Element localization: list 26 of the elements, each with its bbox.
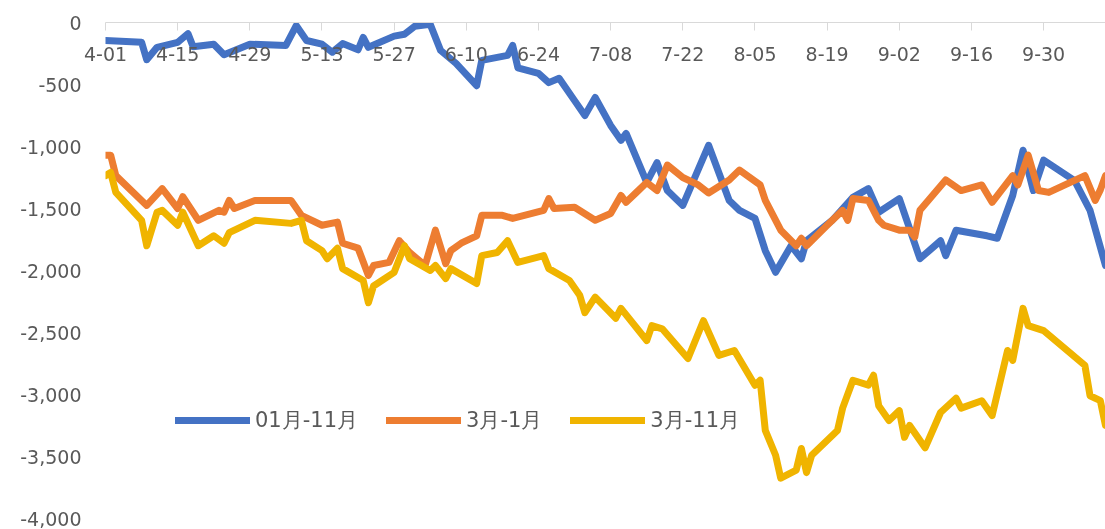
- x-tick-label: 9-30: [1022, 42, 1066, 65]
- x-tick-label: 8-19: [805, 42, 849, 65]
- legend-label: 3月-11月: [650, 407, 741, 434]
- legend-label: 3月-1月: [466, 407, 543, 434]
- y-tick-label: -2,500: [20, 321, 82, 344]
- x-tick-label: 7-08: [589, 42, 633, 65]
- x-tick-label: 6-10: [444, 42, 488, 65]
- y-tick-label: -2,000: [20, 259, 82, 282]
- x-tick-label: 4-29: [228, 42, 272, 65]
- y-tick-label: -3,000: [20, 383, 82, 406]
- x-tick-label: 5-13: [300, 42, 344, 65]
- y-tick-label: -1,000: [20, 135, 82, 158]
- x-tick-label: 7-22: [661, 42, 705, 65]
- x-tick-label: 9-16: [949, 42, 994, 65]
- x-tick-label: 6-24: [516, 42, 561, 65]
- x-tick-label: 9-02: [877, 42, 921, 65]
- y-tick-label: 0: [69, 11, 82, 34]
- x-tick-label: 5-27: [372, 42, 416, 65]
- y-tick-label: -4,000: [20, 507, 82, 529]
- y-tick-label: -1,500: [20, 197, 82, 220]
- legend-label: 01月-11月: [255, 407, 359, 434]
- x-tick-label: 8-05: [733, 42, 777, 65]
- y-tick-label: -500: [38, 73, 82, 96]
- x-tick-label: 4-01: [83, 42, 128, 65]
- y-tick-label: -3,500: [20, 445, 82, 468]
- x-tick-label: 4-15: [156, 42, 200, 65]
